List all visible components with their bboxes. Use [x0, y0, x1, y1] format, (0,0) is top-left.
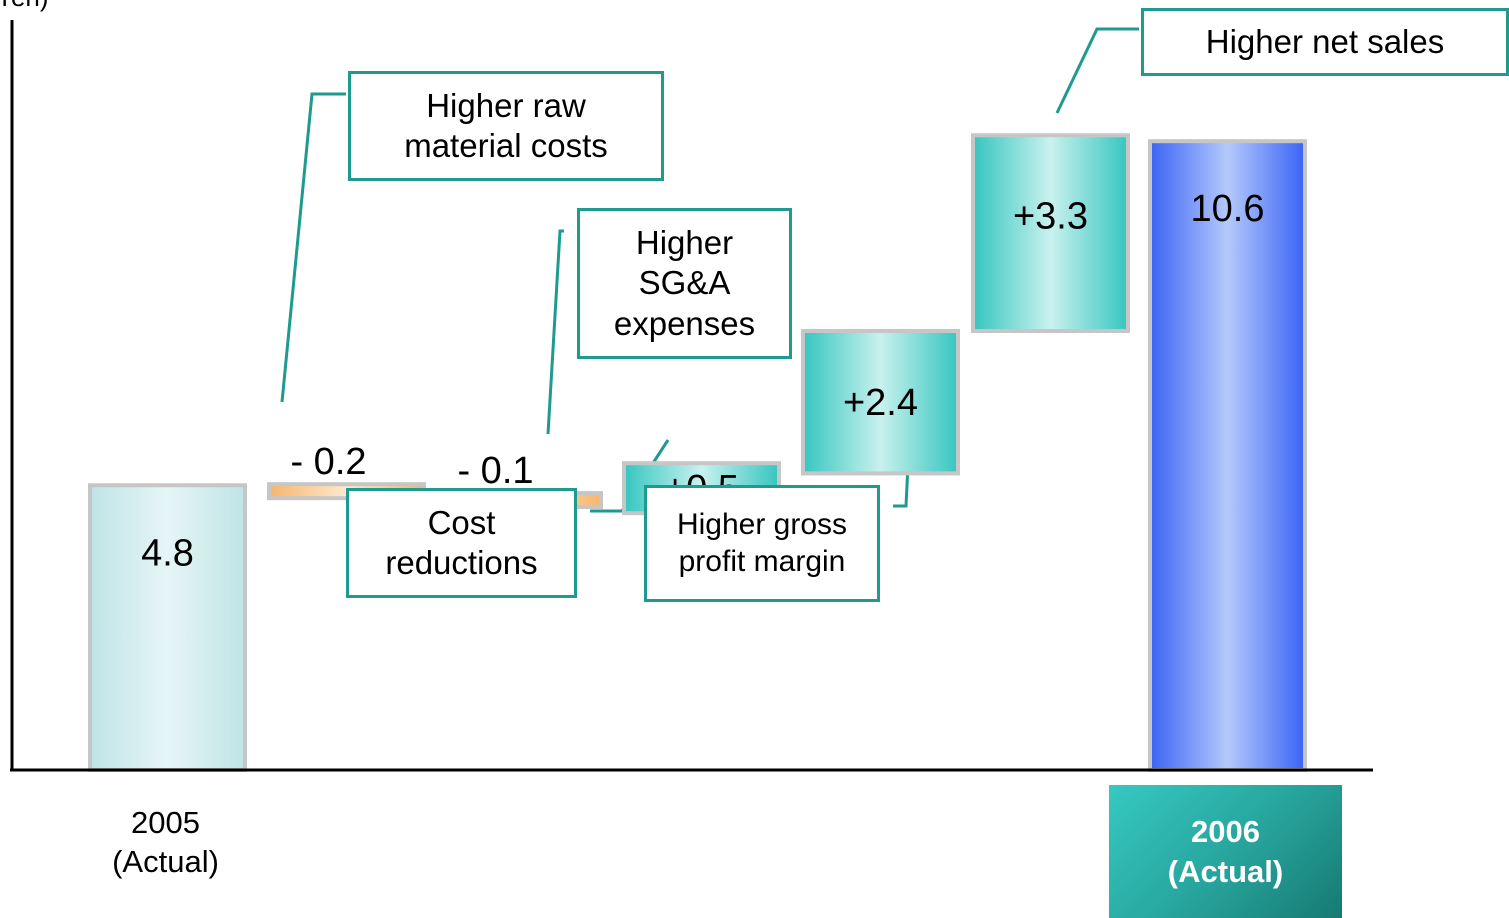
callout-sga-expenses: Higher SG&A expenses	[577, 208, 792, 359]
waterfall-value-label-5: +3.3	[1013, 195, 1088, 237]
waterfall-value-label-6: 10.6	[1191, 188, 1265, 230]
callout-leader-1	[546, 229, 564, 435]
waterfall-bar-5	[971, 133, 1130, 334]
waterfall-value-label-4: +2.4	[843, 382, 918, 424]
callout-cost-reductions: Cost reductions	[346, 488, 577, 598]
waterfall-bar-4	[801, 329, 960, 476]
callout-leader-4	[1055, 27, 1139, 114]
callout-leader-0	[280, 92, 346, 403]
waterfall-bar-0	[88, 483, 247, 772]
callout-gross-profit-margin: Higher gross profit margin	[644, 485, 880, 602]
waterfall-bar-6	[1148, 139, 1307, 772]
waterfall-value-label-0: 4.8	[141, 532, 194, 574]
waterfall-value-label-2: - 0.1	[457, 450, 533, 492]
waterfall-value-label-1: - 0.2	[290, 441, 366, 483]
x-category-label-2005: 2005 (Actual)	[112, 805, 219, 879]
unit-label-fragment: Yen)	[0, 0, 49, 13]
x-category-label-2006: 2006 (Actual)	[1109, 785, 1342, 918]
callout-raw-material-costs: Higher raw material costs	[348, 71, 664, 181]
callout-net-sales: Higher net sales	[1141, 8, 1509, 76]
